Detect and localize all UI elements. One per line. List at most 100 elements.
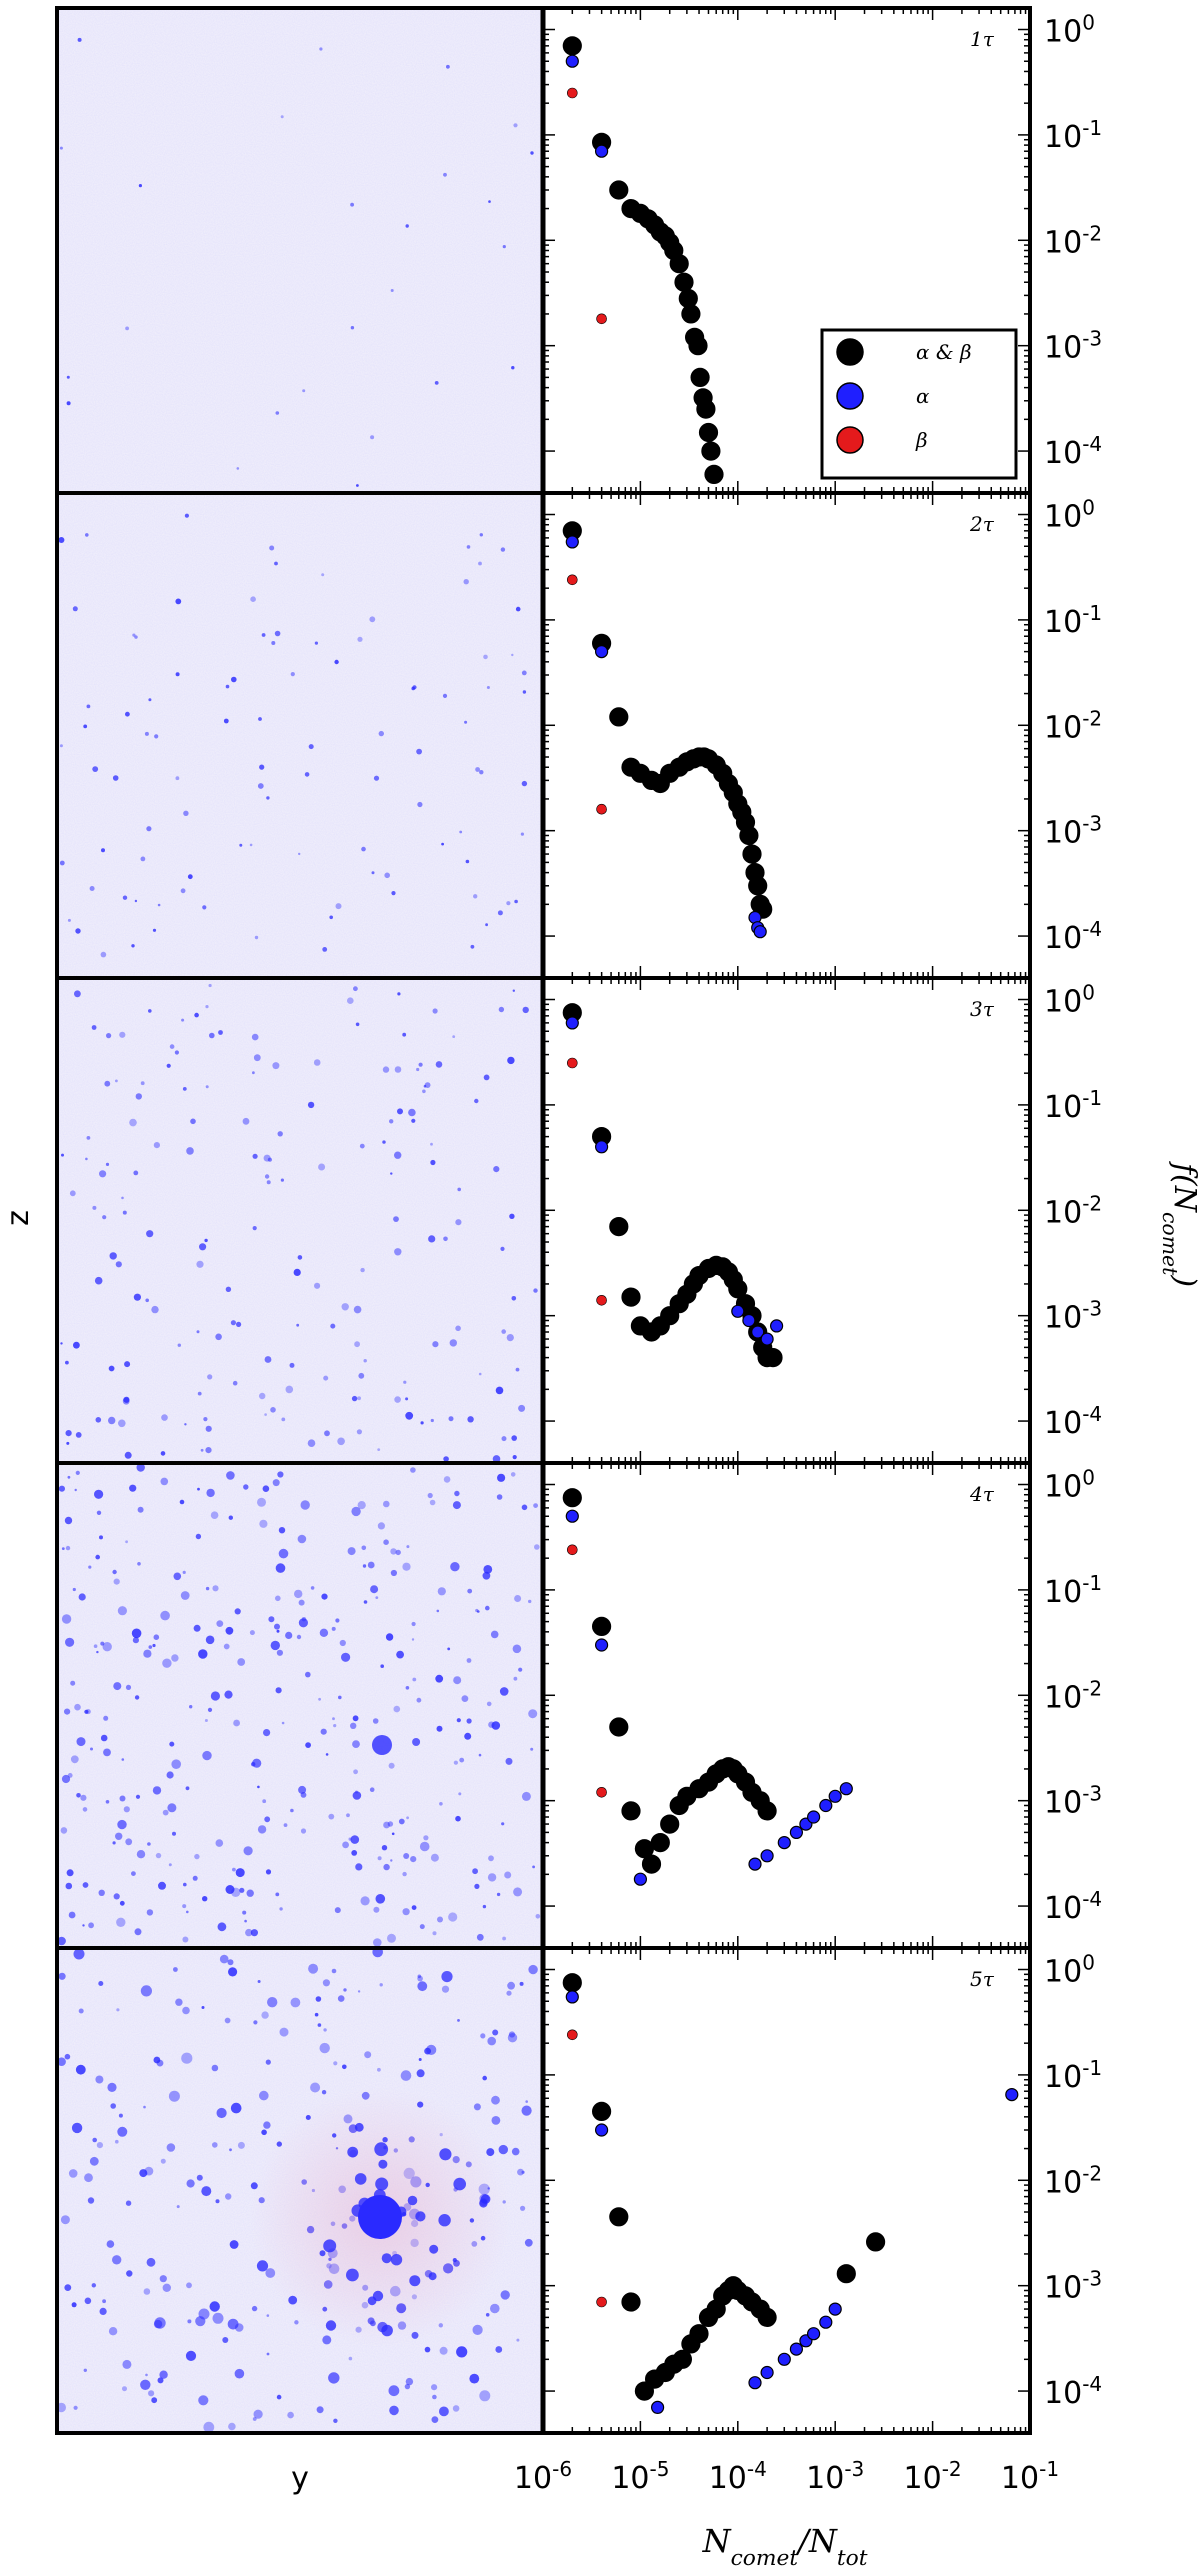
map-point [108, 1365, 115, 1372]
map-point [216, 2107, 227, 2119]
map-point [472, 2324, 483, 2335]
map-point [513, 1676, 518, 1681]
map-point [209, 1032, 215, 1039]
map-point [82, 1807, 88, 1812]
map-point [125, 1540, 128, 1544]
map-point [328, 2372, 340, 2384]
data-point [565, 1990, 579, 2004]
map-point [235, 1868, 245, 1878]
map-point [121, 1758, 125, 1761]
map-point [466, 1658, 472, 1663]
map-point [408, 1108, 416, 1117]
map-point [196, 1260, 204, 1268]
map-point [475, 767, 480, 772]
data-point [565, 1016, 579, 1030]
map-point [305, 1742, 311, 1748]
data-point [753, 925, 767, 939]
map-point [251, 2305, 258, 2312]
map-point [362, 1564, 367, 1568]
data-point [836, 2264, 856, 2284]
map-point [159, 2370, 168, 2379]
map-point [117, 2126, 128, 2137]
map-point [402, 1032, 407, 1037]
map-point [348, 2356, 353, 2361]
map-point [148, 698, 152, 702]
map-point [124, 1451, 132, 1459]
map-point [123, 1806, 130, 1813]
scatter-panel: 100 10-1 10-2 10-3 10-4 5τ [542, 1948, 1102, 2433]
y-tick-label: 10-3 [1044, 1297, 1102, 1336]
map-point [480, 2235, 486, 2241]
map-point [307, 1439, 316, 1447]
map-point [227, 2318, 239, 2330]
map-point [160, 1451, 166, 1456]
map-point [352, 1740, 360, 1748]
map-point [465, 859, 470, 864]
map-point [96, 1650, 99, 1654]
map-point [482, 2075, 488, 2081]
map-point [148, 1009, 152, 1013]
map-point [348, 1837, 352, 1841]
map-point [447, 1647, 451, 1651]
map-point [90, 1747, 93, 1751]
map-point [453, 2177, 467, 2191]
map-point [64, 1708, 71, 1715]
map-point [437, 1916, 443, 1923]
y-tick-label: 10-2 [1044, 706, 1102, 745]
map-point [250, 2182, 258, 2190]
map-point [354, 1341, 360, 1348]
map-point [140, 1985, 152, 1997]
data-point [806, 2327, 821, 2341]
map-point [372, 1718, 379, 1724]
density-map-panel [57, 493, 543, 978]
map-point [267, 1157, 272, 1162]
map-point [334, 1907, 341, 1914]
map-point [198, 2395, 209, 2406]
map-point [290, 672, 295, 677]
map-point [112, 1841, 116, 1845]
map-point [319, 1628, 329, 1638]
data-point [731, 1304, 745, 1318]
map-point [511, 1435, 517, 1441]
map-point [181, 1018, 185, 1022]
map-point [390, 2254, 403, 2266]
map-point [301, 1617, 307, 1622]
map-point [307, 1101, 315, 1109]
map-point [405, 2377, 414, 2386]
map-point [259, 2090, 269, 2101]
map-point [391, 891, 396, 896]
map-point [66, 1441, 70, 1445]
map-point [482, 1571, 491, 1580]
map-point [400, 2070, 412, 2081]
map-point [439, 2148, 452, 2161]
data-point [704, 464, 724, 484]
map-point [478, 1372, 482, 1376]
map-point [119, 1795, 126, 1802]
map-point [115, 1832, 123, 1841]
map-point [441, 1985, 450, 1993]
map-point [476, 1933, 484, 1941]
map-point [92, 1205, 97, 1210]
map-point [511, 2147, 520, 2156]
map-point [166, 1771, 174, 1779]
map-point [225, 2193, 232, 2200]
map-point [125, 711, 130, 717]
x-tick-label: 10-5 [611, 2457, 669, 2496]
map-point [431, 2416, 439, 2424]
map-point [151, 2397, 158, 2404]
map-point [486, 686, 490, 689]
map-point [148, 1645, 153, 1649]
map-point [249, 1630, 255, 1636]
map-point [184, 513, 189, 518]
plot-background [543, 1463, 1030, 1948]
y-tick-label: 100 [1044, 981, 1095, 1020]
map-point [131, 1871, 136, 1876]
map-point [153, 1634, 160, 1640]
right-ylabel: f(Ncomet) [1158, 1161, 1200, 1287]
y-tick-label: 10-1 [1044, 601, 1102, 640]
map-point [370, 1585, 379, 1594]
map-point [502, 1936, 506, 1941]
map-point [441, 842, 444, 846]
map-point [102, 1215, 107, 1220]
map-point [82, 1924, 85, 1927]
